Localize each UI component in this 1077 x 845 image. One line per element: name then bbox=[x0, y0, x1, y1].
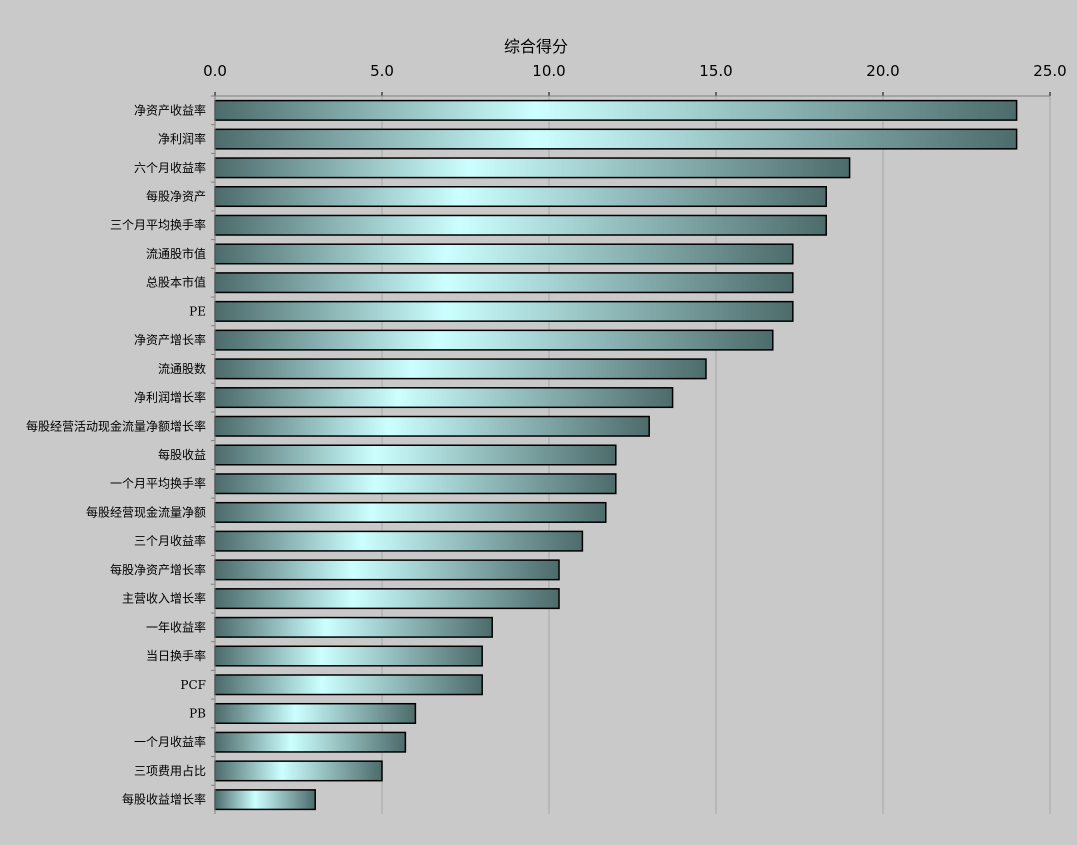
bar bbox=[214, 157, 851, 179]
bar bbox=[214, 530, 584, 552]
category-label: 六个月收益率 bbox=[134, 160, 206, 175]
bar bbox=[214, 358, 707, 380]
category-label: 每股净资产增长率 bbox=[110, 562, 206, 577]
bar bbox=[214, 243, 794, 265]
x-tick-label: 20.0 bbox=[866, 62, 899, 80]
x-tick-label: 15.0 bbox=[699, 62, 732, 80]
category-label: 三个月平均换手率 bbox=[110, 217, 206, 232]
category-label: 一年收益率 bbox=[146, 619, 206, 634]
bar bbox=[214, 214, 827, 236]
bar bbox=[214, 128, 1018, 150]
category-label: PCF bbox=[180, 678, 206, 692]
category-label: 净利润增长率 bbox=[134, 390, 206, 405]
x-tick-label: 0.0 bbox=[203, 62, 227, 80]
x-axis-title: 综合得分 bbox=[504, 37, 568, 56]
bar bbox=[214, 387, 674, 409]
bar bbox=[214, 616, 493, 638]
category-label: 一个月平均换手率 bbox=[110, 476, 206, 491]
category-label: 流通股数 bbox=[158, 361, 206, 376]
category-label: 净利润率 bbox=[158, 131, 206, 146]
bar bbox=[214, 702, 417, 724]
bar bbox=[214, 444, 617, 466]
bar bbox=[214, 731, 407, 753]
category-label: 每股收益增长率 bbox=[122, 792, 206, 807]
category-label: PB bbox=[189, 706, 206, 720]
category-label: 净资产收益率 bbox=[134, 102, 206, 117]
category-label: 三个月收益率 bbox=[134, 533, 206, 548]
bar bbox=[214, 473, 617, 495]
bar bbox=[214, 645, 483, 667]
category-label: 主营收入增长率 bbox=[122, 591, 206, 606]
bar bbox=[214, 559, 560, 581]
bar-layer bbox=[214, 99, 1018, 811]
axis-layer: 综合得分 0.0 5.0 10.0 15.0 20.0 25.0 净资产收益率净利润率六个月… bbox=[26, 37, 1067, 814]
bar bbox=[214, 789, 316, 811]
bar bbox=[214, 300, 794, 322]
bar bbox=[214, 99, 1018, 121]
category-label: 当日换手率 bbox=[146, 648, 206, 663]
category-label: PE bbox=[189, 304, 206, 318]
category-label: 总股本市值 bbox=[146, 275, 206, 290]
x-tick-label: 25.0 bbox=[1033, 62, 1066, 80]
x-tick-label: 5.0 bbox=[370, 62, 394, 80]
category-label: 每股收益 bbox=[158, 447, 206, 462]
bar bbox=[214, 329, 774, 351]
category-label: 每股经营活动现金流量净额增长率 bbox=[26, 418, 206, 433]
category-label: 一个月收益率 bbox=[134, 734, 206, 749]
category-label: 每股经营现金流量净额 bbox=[86, 504, 206, 519]
category-label: 每股净资产 bbox=[146, 189, 206, 204]
bar bbox=[214, 674, 483, 696]
bar bbox=[214, 760, 383, 782]
bar bbox=[214, 186, 827, 208]
bar bbox=[214, 588, 560, 610]
bar bbox=[214, 501, 607, 523]
category-label: 净资产增长率 bbox=[134, 332, 206, 347]
x-tick-label: 10.0 bbox=[532, 62, 565, 80]
bar bbox=[214, 272, 794, 294]
bar bbox=[214, 415, 650, 437]
category-label: 流通股市值 bbox=[146, 246, 206, 261]
category-label: 三项费用占比 bbox=[134, 763, 206, 778]
